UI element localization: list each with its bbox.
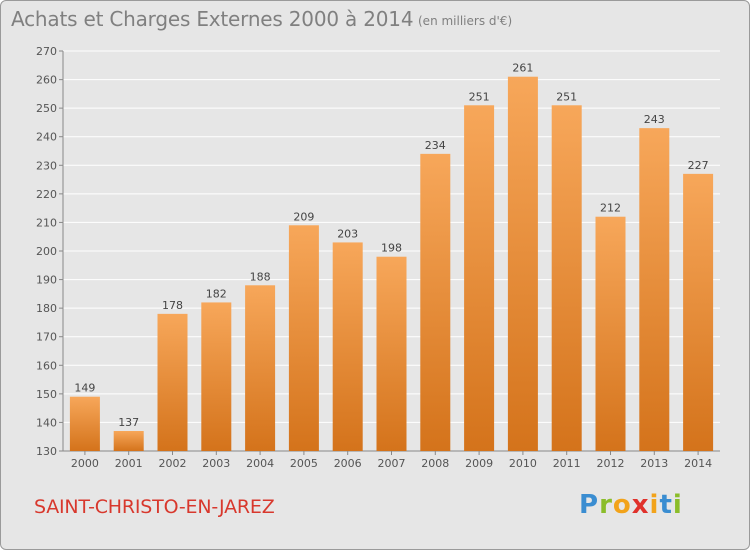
bar-2004 [245, 285, 276, 451]
bar-2008 [420, 153, 451, 451]
value-label-2007: 198 [381, 242, 402, 255]
value-label-2013: 243 [644, 113, 665, 126]
x-tick-label-2004: 2004 [246, 457, 274, 470]
value-label-2011: 251 [556, 90, 577, 103]
y-tick-label: 130 [36, 445, 57, 458]
y-tick-label: 160 [36, 359, 57, 372]
x-tick-label-2005: 2005 [290, 457, 318, 470]
x-tick-label-2006: 2006 [334, 457, 362, 470]
label-layer: 149 137 178 182 188 209 203 198 234 251 261 251 212 2… [74, 62, 708, 429]
y-tick-label: 210 [36, 216, 57, 229]
y-tick-label: 220 [36, 188, 57, 201]
x-tick-label-2014: 2014 [684, 457, 712, 470]
y-tick-label: 250 [36, 102, 57, 115]
value-label-2001: 137 [118, 416, 139, 429]
y-tick-label: 230 [36, 159, 57, 172]
bar-layer [69, 76, 714, 452]
y-tick-label: 180 [36, 302, 57, 315]
value-label-2002: 178 [162, 299, 183, 312]
y-tick-label: 270 [36, 45, 57, 58]
value-label-2005: 209 [293, 210, 314, 223]
y-tick-label: 150 [36, 388, 57, 401]
chart-subtitle: (en milliers d'€) [418, 14, 513, 28]
bar-2009 [464, 105, 495, 452]
bar-2000 [69, 396, 100, 451]
bar-2003 [201, 302, 232, 451]
bar-2012 [595, 216, 626, 451]
y-tick-label: 260 [36, 74, 57, 87]
chart-title: Achats et Charges Externes 2000 à 2014 [11, 7, 414, 31]
x-tick-label-2007: 2007 [378, 457, 406, 470]
x-tick-label-2001: 2001 [115, 457, 143, 470]
bar-2013 [639, 128, 670, 451]
proxiti-logo[interactable]: Proxiti [579, 490, 683, 520]
y-tick-label: 140 [36, 416, 57, 429]
value-label-2010: 261 [512, 62, 533, 75]
value-label-2012: 212 [600, 202, 621, 215]
bar-2002 [157, 313, 188, 451]
y-tick-label: 190 [36, 274, 57, 287]
value-label-2008: 234 [425, 139, 446, 152]
bar-2005 [288, 225, 319, 451]
value-label-2009: 251 [469, 90, 490, 103]
x-tick-label-2009: 2009 [465, 457, 493, 470]
value-label-2006: 203 [337, 227, 358, 240]
x-tick-label-2008: 2008 [421, 457, 449, 470]
bar-2001 [113, 431, 144, 451]
y-tick-label: 240 [36, 131, 57, 144]
bar-2011 [551, 105, 582, 452]
value-label-2000: 149 [74, 382, 95, 395]
y-tick-label: 170 [36, 331, 57, 344]
x-tick-label-2013: 2013 [640, 457, 668, 470]
x-tick-label-2010: 2010 [509, 457, 537, 470]
bar-2007 [376, 256, 407, 451]
x-tick-label-2011: 2011 [553, 457, 581, 470]
x-tick-label-2000: 2000 [71, 457, 99, 470]
x-tick-label-2003: 2003 [202, 457, 230, 470]
y-tick-label: 200 [36, 245, 57, 258]
x-tick-label-2012: 2012 [597, 457, 625, 470]
x-tick-label-2002: 2002 [159, 457, 187, 470]
value-label-2004: 188 [250, 270, 271, 283]
value-label-2003: 182 [206, 287, 227, 300]
commune-name: SAINT-CHRISTO-EN-JAREZ [34, 496, 275, 518]
value-label-2014: 227 [688, 159, 709, 172]
bar-2006 [332, 242, 363, 451]
bar-2014 [683, 173, 714, 451]
bar-2010 [507, 76, 538, 451]
